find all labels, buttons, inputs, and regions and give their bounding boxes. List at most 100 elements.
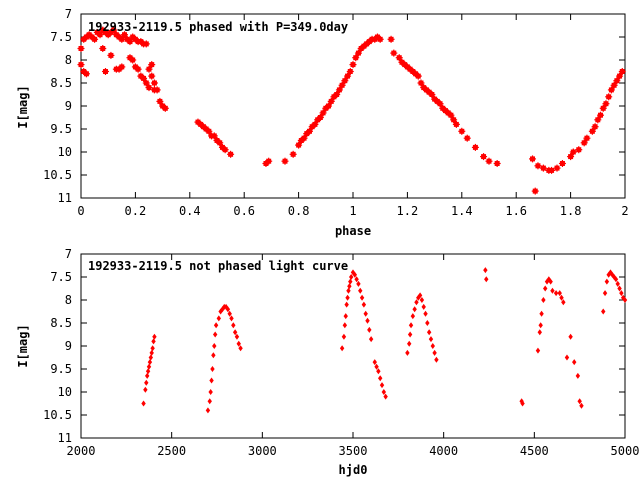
data-point [541,297,546,303]
data-point [238,345,243,352]
data-point [205,127,213,135]
data-point [148,72,156,80]
data-point [295,141,303,149]
data-point [349,61,357,69]
data-point [622,297,628,303]
x-tick-label: 3000 [248,444,277,458]
data-point [558,160,566,167]
data-point [378,375,383,382]
data-point [91,35,99,43]
data-point [213,322,219,329]
data-point [354,49,362,57]
y-tick-label: 8.5 [50,316,72,330]
data-point [421,303,426,310]
data-point [538,322,543,329]
y-axis-label-unphased: I[mag] [16,324,30,367]
data-point [99,45,107,52]
y-tick-label: 9 [65,339,72,353]
data-point [407,331,413,338]
data-point [620,294,626,301]
data-point [471,143,479,151]
data-point [450,116,458,124]
data-point [161,104,169,112]
data-point [207,398,212,405]
data-point [610,271,615,278]
data-point [144,372,150,379]
data-point [610,81,618,89]
data-point [211,352,216,359]
data-point [572,359,577,366]
data-point [129,56,137,64]
points-phased [77,26,626,195]
data-point [141,400,146,407]
data-point [428,91,436,98]
data-point [428,336,434,343]
data-point [483,267,488,274]
x-tick-label: 2 [621,204,628,218]
data-point [150,345,155,352]
data-point [557,290,562,297]
data-point [365,317,370,324]
y-tick-label: 11 [58,191,72,205]
x-tick-label: 1 [349,204,356,218]
chart-unphased: 2000 2500 3000 3500 4000 4500 5000 7 7.5 8 8.5 9 9.… [16,247,639,477]
data-point [575,146,583,154]
data-point [77,45,85,52]
y-ticks-unphased: 7 7.5 8 8.5 9 9.5 10 10.5 11 [43,247,625,445]
y-tick-label: 7.5 [50,270,72,284]
data-point [539,164,547,172]
data-point [101,68,109,75]
points-unphased [141,267,628,414]
data-point [210,366,215,372]
data-point [405,349,410,356]
data-point [327,97,335,105]
data-point [212,343,217,349]
data-point [208,389,213,395]
data-point [344,72,352,80]
data-point [344,301,349,308]
x-tick-label: 1.4 [451,204,473,218]
data-point [325,102,333,110]
data-point [568,333,573,340]
data-point [434,356,439,363]
data-point [220,306,225,313]
x-tick-label: 0.2 [125,204,147,218]
x-tick-label: 4500 [520,444,549,458]
data-point [145,65,153,73]
data-point [142,40,150,48]
x-tick-label: 0.8 [288,204,310,218]
data-point [432,349,437,356]
y-tick-label: 11 [58,431,72,445]
data-point [142,79,150,87]
data-point [227,310,232,317]
data-point [607,86,615,94]
y-tick-label: 7 [65,7,72,21]
data-point [361,301,367,308]
y-tick-label: 7 [65,247,72,261]
data-point [341,333,347,340]
data-point [339,345,345,352]
y-tick-label: 10.5 [43,168,72,182]
data-point [281,157,289,165]
data-point [346,68,354,75]
y-tick-label: 9.5 [50,362,72,376]
chart-title-unphased: 192933-2119.5 not phased light curve [88,259,348,273]
x-tick-label: 5000 [611,444,640,458]
data-point [118,63,126,71]
chart-title-phased: 192933-2119.5 phased with P=349.0day [88,20,348,34]
x-axis-label-unphased: hjd0 [339,463,368,477]
chart-phased: 0 0.2 0.4 0.6 0.8 1 1.2 1.4 1.6 1.8 2 7 7.5 8 8.5 9 9.5… [16,7,629,238]
x-ticks-phased: 0 0.2 0.4 0.6 0.8 1 1.2 1.4 1.6 1.8 2 [77,14,629,218]
data-point [485,157,493,165]
y-tick-label: 9 [65,99,72,113]
data-point [346,287,351,294]
data-point [148,61,156,69]
x-tick-label: 2000 [67,444,96,458]
data-point [580,139,588,147]
data-point [426,329,432,336]
data-point [395,54,403,62]
data-point [342,322,348,329]
data-point [539,310,544,317]
data-point [588,127,596,135]
y-tick-label: 8.5 [50,76,72,90]
